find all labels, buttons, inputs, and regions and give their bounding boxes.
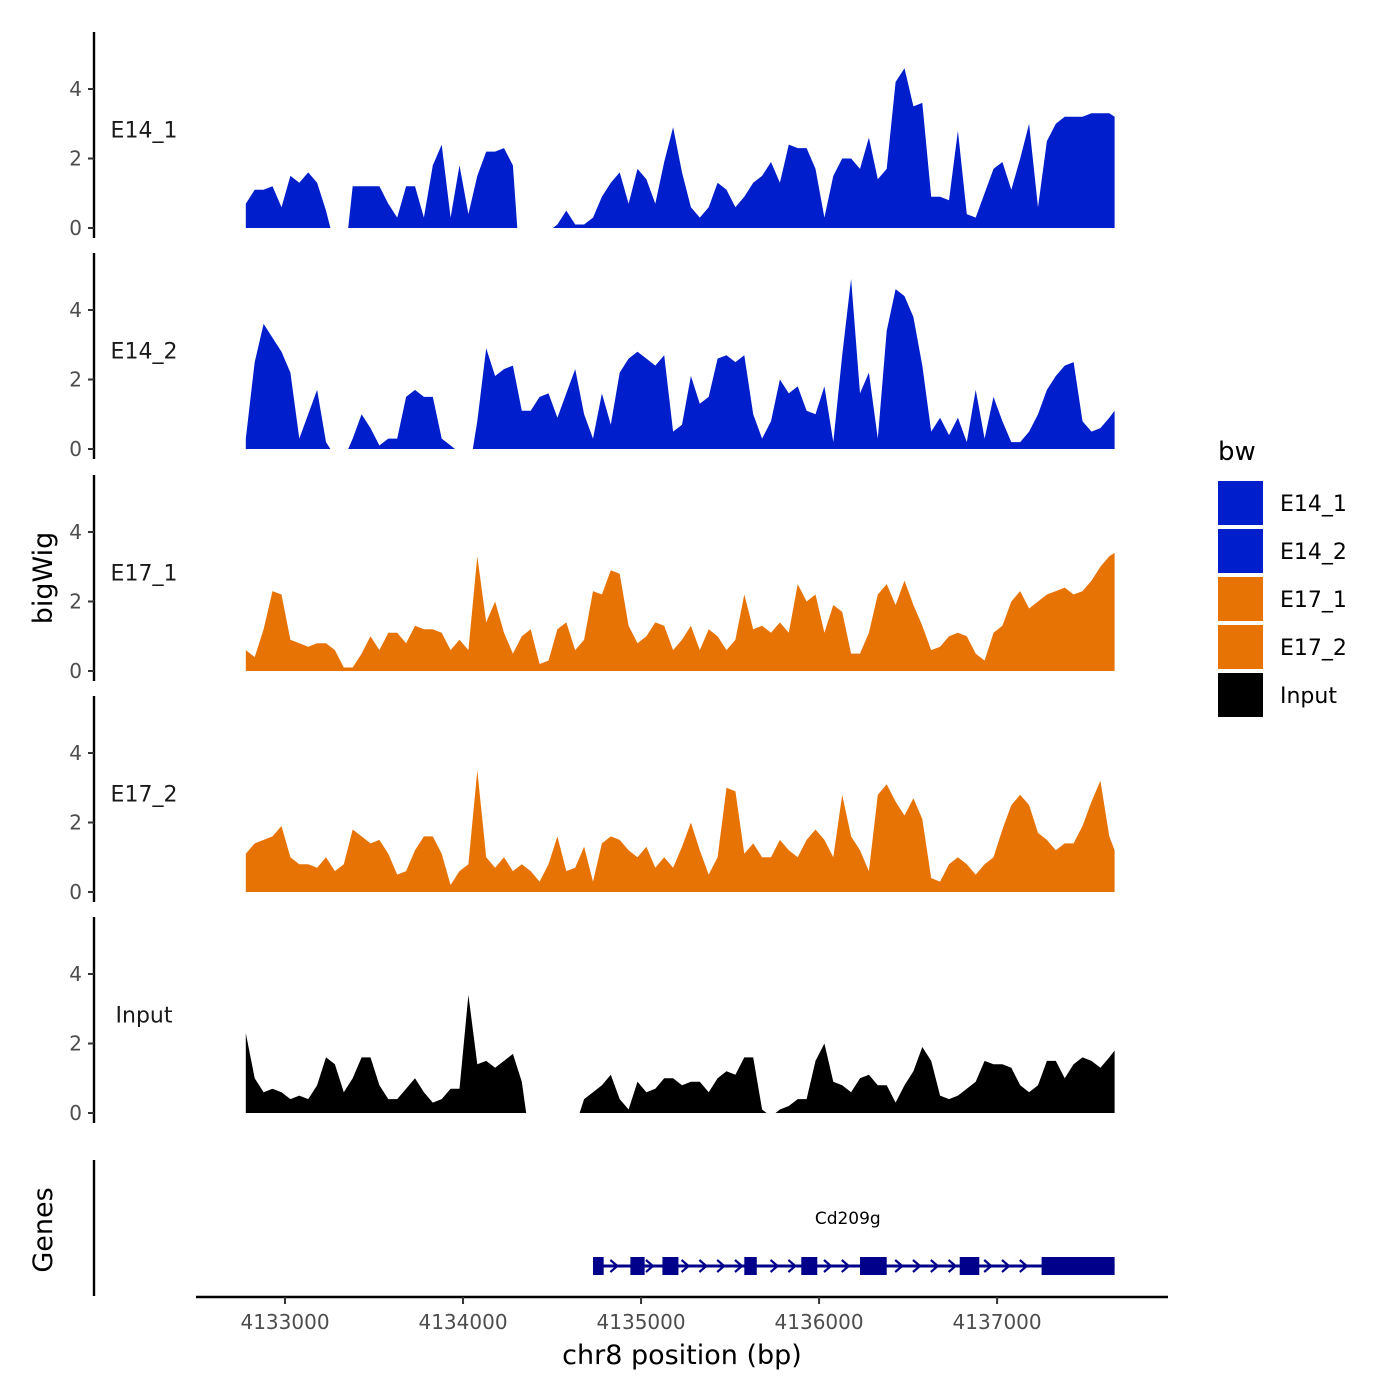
legend-swatch-e14-1 bbox=[1218, 481, 1263, 525]
track-input: 0 2 4 Input bbox=[69, 917, 1115, 1125]
track-e17-1: 0 2 4 E17_1 bbox=[69, 475, 1115, 683]
exon-8 bbox=[1041, 1257, 1115, 1275]
strand-arrow bbox=[1019, 1259, 1029, 1273]
strand-arrow bbox=[823, 1259, 833, 1273]
y-tick-label: 2 bbox=[69, 368, 82, 392]
y-tick-label: 2 bbox=[69, 590, 82, 614]
y-tick-label: 2 bbox=[69, 811, 82, 835]
gene-cd209g: Cd209g bbox=[592, 1209, 1115, 1275]
area-e14-2-0 bbox=[245, 323, 331, 449]
track-label: E14_2 bbox=[111, 340, 178, 365]
exon-4 bbox=[744, 1257, 757, 1275]
legend-label-e14-2: E14_2 bbox=[1280, 540, 1347, 565]
legend-swatch-e17-2 bbox=[1218, 625, 1263, 669]
strand-arrow bbox=[609, 1259, 620, 1273]
legend-label-e14-1: E14_1 bbox=[1280, 492, 1347, 517]
area-e14-1-1 bbox=[348, 144, 518, 228]
area-input-0 bbox=[245, 994, 527, 1113]
exon-7 bbox=[959, 1257, 980, 1275]
area-e17-2-0 bbox=[245, 770, 1115, 892]
strand-arrow bbox=[930, 1259, 940, 1273]
legend-label-e17-2: E17_2 bbox=[1280, 636, 1347, 661]
x-tick-label: 4137000 bbox=[953, 1310, 1042, 1334]
x-tick-label: 4134000 bbox=[418, 1310, 507, 1334]
strand-arrow bbox=[983, 1259, 993, 1273]
y-tick-label: 0 bbox=[69, 659, 82, 683]
area-input-1 bbox=[579, 1057, 767, 1113]
strand-arrow bbox=[680, 1259, 691, 1273]
track-e14-1: 0 2 4 E14_1 bbox=[69, 32, 1115, 240]
y-tick-label: 0 bbox=[69, 880, 82, 904]
x-tick-label: 4136000 bbox=[775, 1310, 864, 1334]
legend-swatch-e14-2 bbox=[1218, 529, 1263, 573]
x-tick-label: 4135000 bbox=[597, 1310, 686, 1334]
area-e14-1-0 bbox=[245, 172, 331, 228]
exon-1 bbox=[592, 1257, 604, 1275]
strand-arrow bbox=[947, 1259, 958, 1273]
strand-arrow bbox=[841, 1259, 851, 1273]
exon-6 bbox=[860, 1257, 887, 1275]
x-tick-label: 4133000 bbox=[240, 1310, 329, 1334]
y-tick-label: 0 bbox=[69, 216, 82, 240]
area-e14-2-2 bbox=[472, 278, 1115, 449]
y-tick-label: 4 bbox=[69, 520, 82, 544]
legend-label-input: Input bbox=[1280, 684, 1337, 709]
track-label: E14_1 bbox=[111, 119, 178, 144]
y-tick-label: 4 bbox=[69, 962, 82, 986]
strand-arrow bbox=[698, 1259, 709, 1273]
strand-arrow bbox=[645, 1259, 655, 1273]
area-input-2 bbox=[775, 1043, 1115, 1113]
strand-arrow bbox=[769, 1259, 780, 1273]
legend-label-e17-1: E17_1 bbox=[1280, 588, 1347, 613]
y-tick-label: 0 bbox=[69, 437, 82, 461]
y-tick-label: 4 bbox=[69, 298, 82, 322]
track-e14-2: 0 2 4 E14_2 bbox=[69, 253, 1115, 461]
area-e14-2-1 bbox=[348, 389, 455, 449]
y-tick-label: 0 bbox=[69, 1101, 82, 1125]
y-tick-label: 4 bbox=[69, 77, 82, 101]
y-tick-label: 2 bbox=[69, 1032, 82, 1056]
track-label: Input bbox=[116, 1004, 173, 1029]
legend-title: bw bbox=[1218, 437, 1256, 467]
x-axis-title: chr8 position (bp) bbox=[562, 1340, 802, 1371]
legend-swatch-e17-1 bbox=[1218, 577, 1263, 621]
legend: bw E14_1 E14_2 E17_1 E17_2 Input bbox=[1218, 437, 1347, 717]
y-axis-title: bigWig bbox=[28, 532, 59, 625]
y-tick-label: 4 bbox=[69, 741, 82, 765]
strand-arrow bbox=[787, 1259, 798, 1273]
strand-arrow bbox=[734, 1259, 744, 1273]
track-label: E17_2 bbox=[111, 783, 178, 808]
y-tick-label: 2 bbox=[69, 147, 82, 171]
x-axis: 4133000 4134000 4135000 4136000 4137000 bbox=[196, 1295, 1168, 1334]
signal-tracks: 0 2 4 E14_1 0 2 4 E14_2 0 2 4 E17_1 0 2 4 E17_2 0 2 4 Input bbox=[69, 32, 1115, 1125]
strand-arrow bbox=[1001, 1259, 1011, 1273]
track-label: E17_1 bbox=[111, 562, 178, 587]
area-e14-1-2 bbox=[552, 68, 1115, 228]
strand-arrow bbox=[716, 1259, 726, 1273]
strand-arrow bbox=[912, 1259, 922, 1273]
gene-label: Cd209g bbox=[815, 1209, 881, 1229]
area-e17-1-0 bbox=[245, 552, 1115, 671]
exon-2 bbox=[630, 1257, 645, 1275]
track-e17-2: 0 2 4 E17_2 bbox=[69, 696, 1115, 904]
exon-5 bbox=[801, 1257, 818, 1275]
strand-arrow bbox=[894, 1259, 904, 1273]
exon-3 bbox=[662, 1257, 679, 1275]
legend-swatch-input bbox=[1218, 673, 1263, 717]
genes-axis-title: Genes bbox=[28, 1187, 59, 1272]
genes-panel: Cd209g bbox=[92, 1160, 1115, 1296]
